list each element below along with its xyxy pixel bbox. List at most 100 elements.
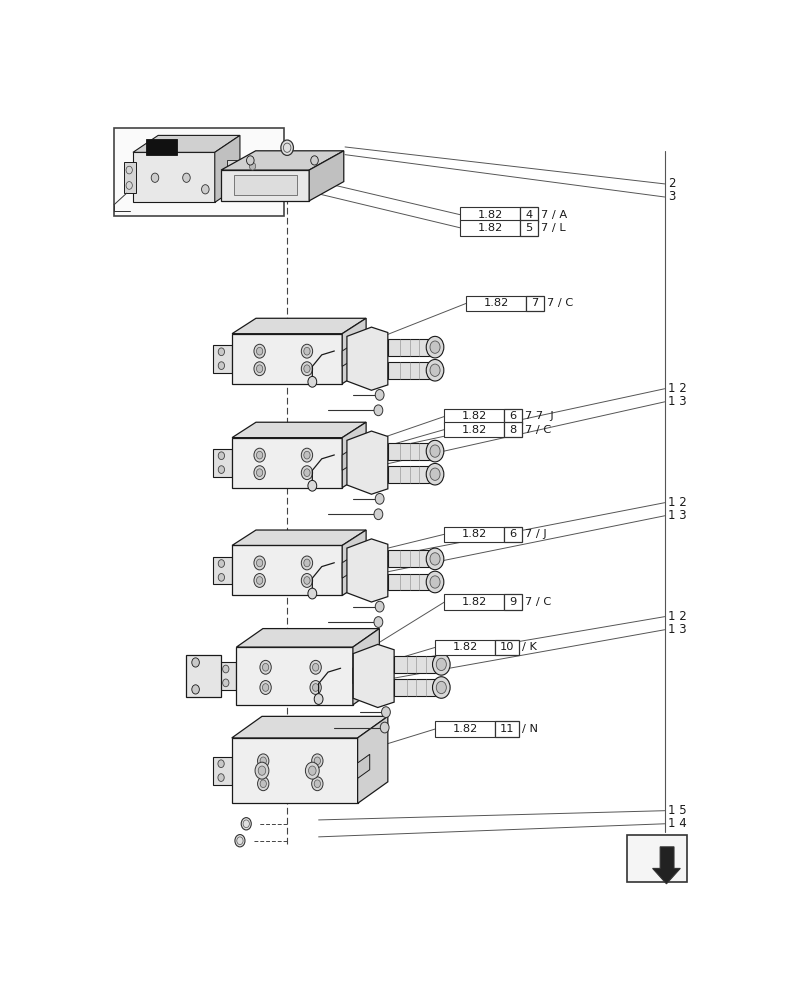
Circle shape <box>256 559 263 567</box>
Polygon shape <box>236 647 353 705</box>
Circle shape <box>374 405 382 416</box>
Circle shape <box>307 376 316 387</box>
Circle shape <box>254 556 265 570</box>
Bar <box>388 466 435 483</box>
Bar <box>388 550 435 567</box>
Polygon shape <box>341 345 351 366</box>
Bar <box>504 409 521 424</box>
Circle shape <box>426 359 444 381</box>
Bar <box>519 220 537 235</box>
Bar <box>519 207 537 222</box>
Circle shape <box>254 574 265 587</box>
Bar <box>460 207 519 222</box>
Circle shape <box>312 684 319 691</box>
Text: 1 3: 1 3 <box>667 395 685 408</box>
Circle shape <box>307 480 316 491</box>
Polygon shape <box>213 557 232 584</box>
Circle shape <box>254 448 265 462</box>
Circle shape <box>301 448 312 462</box>
Circle shape <box>201 185 209 194</box>
Polygon shape <box>353 644 393 708</box>
Polygon shape <box>213 449 232 477</box>
Circle shape <box>310 660 321 674</box>
Bar <box>444 594 504 610</box>
Bar <box>388 443 435 460</box>
Circle shape <box>436 658 446 671</box>
Text: 1.82: 1.82 <box>452 642 477 652</box>
Bar <box>526 296 543 311</box>
Polygon shape <box>231 716 388 738</box>
Circle shape <box>222 679 229 687</box>
Circle shape <box>254 362 265 376</box>
Circle shape <box>374 509 382 520</box>
Text: 1 5: 1 5 <box>667 804 685 817</box>
Circle shape <box>260 681 271 694</box>
Bar <box>494 721 518 737</box>
Circle shape <box>255 762 268 779</box>
Circle shape <box>301 344 312 358</box>
Polygon shape <box>341 449 351 470</box>
Polygon shape <box>357 716 388 803</box>
Text: 4: 4 <box>525 210 532 220</box>
Text: 1.82: 1.82 <box>461 425 487 435</box>
Circle shape <box>258 766 265 775</box>
Text: 7 / C: 7 / C <box>547 298 573 308</box>
Polygon shape <box>145 139 177 155</box>
Circle shape <box>218 348 225 356</box>
Circle shape <box>305 762 319 779</box>
Text: 1.82: 1.82 <box>477 210 502 220</box>
Circle shape <box>314 780 320 788</box>
Circle shape <box>311 754 323 768</box>
Bar <box>114 128 284 216</box>
Polygon shape <box>133 152 214 202</box>
Bar <box>444 409 504 424</box>
Circle shape <box>217 760 224 768</box>
Circle shape <box>301 556 312 570</box>
Circle shape <box>430 341 440 353</box>
Circle shape <box>218 452 225 460</box>
Polygon shape <box>346 327 388 390</box>
Polygon shape <box>217 662 236 690</box>
Circle shape <box>314 757 320 765</box>
Circle shape <box>182 173 190 182</box>
Text: 1 3: 1 3 <box>667 623 685 636</box>
Circle shape <box>246 158 259 174</box>
Circle shape <box>247 156 254 165</box>
Circle shape <box>312 663 319 671</box>
Text: 8: 8 <box>508 425 516 435</box>
Circle shape <box>375 390 384 400</box>
Circle shape <box>262 663 268 671</box>
Circle shape <box>436 681 446 694</box>
Bar <box>388 339 435 356</box>
Circle shape <box>260 780 266 788</box>
Circle shape <box>217 774 224 781</box>
Circle shape <box>381 707 390 718</box>
Polygon shape <box>123 162 136 193</box>
Text: 1 4: 1 4 <box>667 817 686 830</box>
Circle shape <box>256 577 263 584</box>
Text: 9: 9 <box>508 597 516 607</box>
Circle shape <box>246 174 259 189</box>
Bar <box>626 835 686 882</box>
Polygon shape <box>353 629 379 705</box>
Text: / K: / K <box>521 642 536 652</box>
Polygon shape <box>212 757 231 785</box>
Text: 1 2: 1 2 <box>667 496 686 509</box>
Circle shape <box>301 466 312 480</box>
Polygon shape <box>341 557 351 578</box>
Circle shape <box>430 576 440 588</box>
Polygon shape <box>309 151 343 201</box>
Circle shape <box>303 577 310 584</box>
Polygon shape <box>357 754 369 778</box>
Circle shape <box>430 468 440 480</box>
Circle shape <box>311 156 318 165</box>
Polygon shape <box>232 318 366 334</box>
Circle shape <box>254 344 265 358</box>
Polygon shape <box>232 334 341 384</box>
Text: 7 7  J: 7 7 J <box>525 411 553 421</box>
Text: 1 2: 1 2 <box>667 382 686 395</box>
Polygon shape <box>232 545 341 595</box>
Text: 10: 10 <box>499 642 513 652</box>
Polygon shape <box>652 847 680 884</box>
Circle shape <box>249 162 255 170</box>
